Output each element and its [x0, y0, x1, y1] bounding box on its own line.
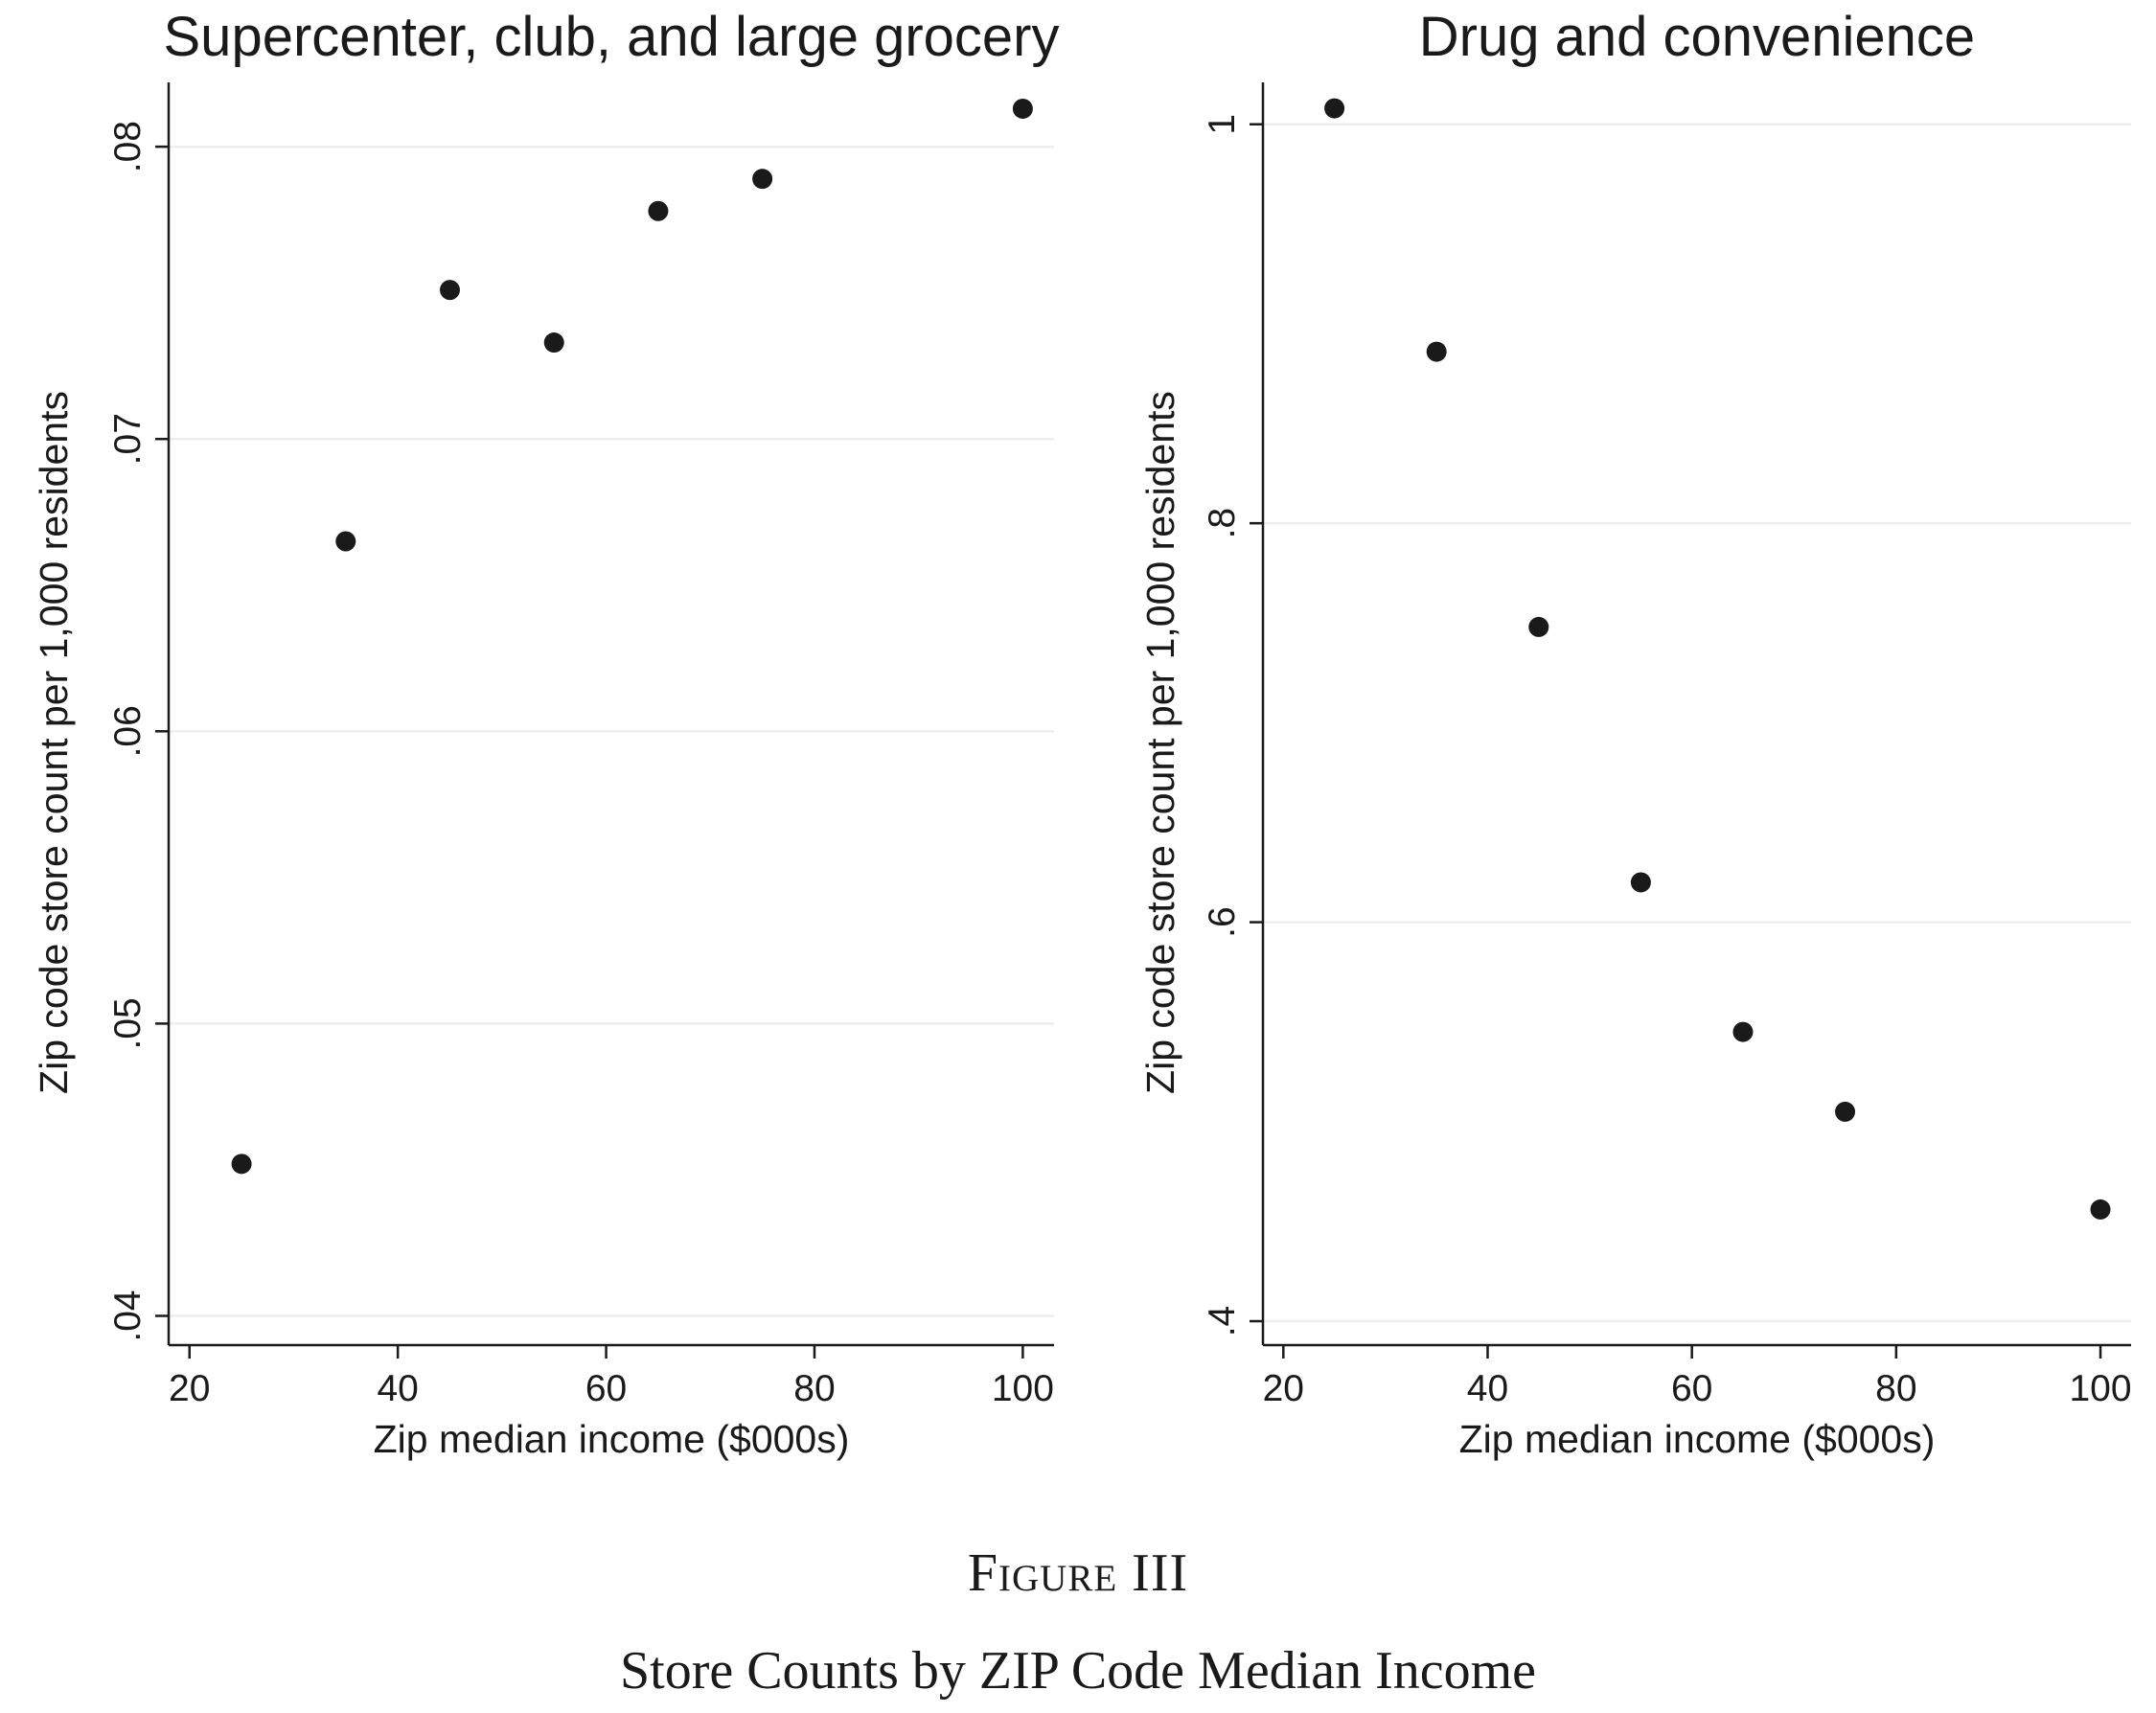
figure-caption: Store Counts by ZIP Code Median Income — [619, 1641, 1537, 1701]
chart-2-point-1 — [1324, 98, 1345, 119]
chart-2-xtick-label-20: 20 — [1263, 1368, 1304, 1409]
chart-1-x-axis-label: Zip median income ($000s) — [374, 1417, 850, 1461]
chart-1-panel: Supercenter, club, and large grocery .04.… — [32, 6, 1060, 1461]
chart-1-point-1 — [231, 1153, 252, 1175]
chart-2-xtick-label-80: 80 — [1875, 1368, 1916, 1409]
chart-2-ytick-label-0_4: .4 — [1202, 1306, 1243, 1337]
chart-2-x-axis-label: Zip median income ($000s) — [1459, 1417, 1936, 1461]
chart-1-xtick-label-60: 60 — [585, 1368, 627, 1409]
chart-1-xtick-label-100: 100 — [992, 1368, 1054, 1409]
chart-2-xtick-label-40: 40 — [1467, 1368, 1508, 1409]
chart-2-xtick-label-100: 100 — [2069, 1368, 2131, 1409]
chart-2-panel: Drug and convenience .4 .6 .8 1 20 40 60 80 100 Zi… — [1138, 6, 2132, 1461]
figure-number: Figure III — [967, 1543, 1189, 1603]
chart-1-point-3 — [440, 280, 461, 301]
chart-1-ytick-label-0_06: .06 — [107, 705, 149, 757]
chart-1-title: Supercenter, club, and large grocery — [164, 6, 1060, 68]
chart-1-ytick-label-0_07: .07 — [107, 413, 149, 465]
chart-1-xtick-label-40: 40 — [377, 1368, 418, 1409]
chart-2-point-6 — [1835, 1101, 1856, 1122]
chart-2-point-3 — [1528, 616, 1549, 637]
chart-1-xtick-label-20: 20 — [169, 1368, 210, 1409]
chart-2-xtick-label-60: 60 — [1671, 1368, 1712, 1409]
chart-1-xtick-label-80: 80 — [793, 1368, 835, 1409]
chart-2-point-5 — [1732, 1021, 1754, 1042]
chart-2-point-7 — [2090, 1199, 2111, 1220]
chart-1-ytick-label-0_04: .04 — [107, 1290, 149, 1341]
chart-1-point-6 — [752, 169, 773, 190]
chart-1-ytick-label-0_08: .08 — [107, 121, 149, 172]
chart-1-point-2 — [335, 531, 356, 552]
chart-1-point-7 — [1012, 98, 1033, 119]
chart-2-ytick-label-1: 1 — [1202, 114, 1243, 135]
chart-2-ytick-label-0_6: .6 — [1202, 906, 1243, 938]
chart-1-ytick-label-0_05: .05 — [107, 997, 149, 1049]
chart-2-ytick-label-0_8: .8 — [1202, 508, 1243, 539]
chart-2-y-axis-label: Zip code store count per 1,000 residents — [1138, 391, 1182, 1094]
chart-1-point-5 — [648, 200, 669, 221]
chart-2-point-2 — [1426, 341, 1447, 362]
chart-2-point-4 — [1630, 872, 1651, 893]
chart-1-point-4 — [543, 332, 564, 354]
chart-1-y-axis-label: Zip code store count per 1,000 residents — [32, 391, 76, 1094]
chart-2-title: Drug and convenience — [1419, 6, 1975, 68]
